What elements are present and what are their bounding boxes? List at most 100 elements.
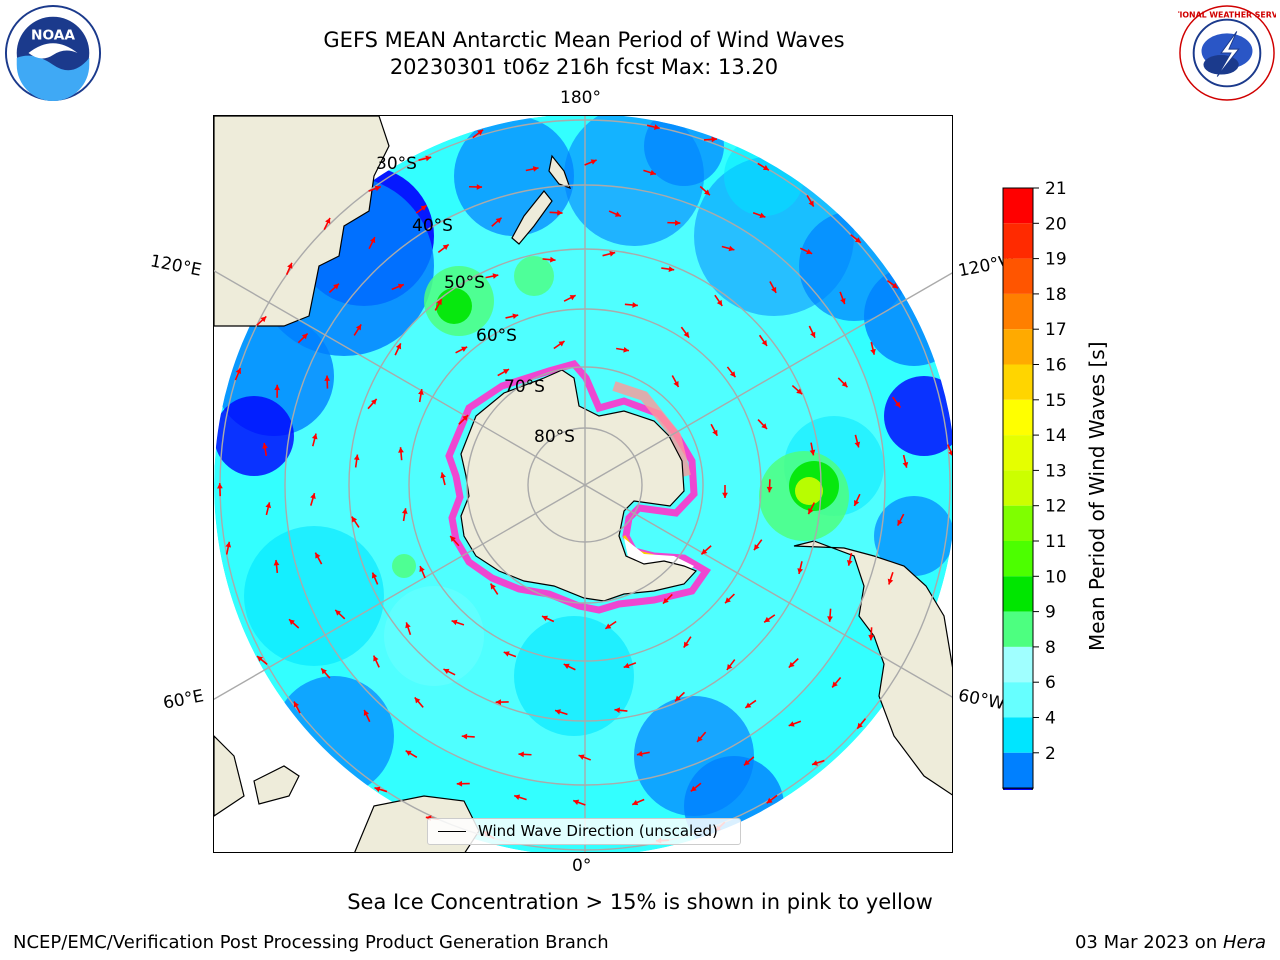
ocean-patch-16 bbox=[514, 616, 634, 736]
wave-arrow bbox=[726, 659, 736, 671]
colorbar-tick-label: 20 bbox=[1045, 214, 1067, 234]
wave-arrow bbox=[368, 185, 382, 192]
wave-arrow bbox=[353, 324, 362, 336]
ice-edge-thick bbox=[612, 381, 691, 478]
wave-arrow bbox=[563, 294, 577, 302]
wave-arrow bbox=[217, 483, 223, 497]
land-masses bbox=[214, 116, 952, 852]
wave-arrow bbox=[554, 709, 568, 716]
wave-arrow bbox=[549, 209, 563, 216]
wave-arrow bbox=[363, 709, 371, 723]
wave-arrow bbox=[868, 627, 875, 641]
wave-arrow bbox=[806, 194, 815, 207]
wave-arrow bbox=[721, 245, 735, 252]
wave-arrow bbox=[887, 571, 894, 585]
wave-arrow bbox=[265, 502, 272, 516]
wave-arrow bbox=[542, 256, 556, 263]
colorbar-segment-15 bbox=[1003, 717, 1033, 753]
wave-arrow bbox=[614, 707, 628, 714]
wave-arrow bbox=[310, 492, 316, 506]
colorbar-segment-0 bbox=[1003, 188, 1033, 224]
lat-label-40s: 40°S bbox=[412, 216, 453, 236]
map-canvas: 30°S 40°S 50°S 60°S 70°S 80°S bbox=[214, 116, 952, 852]
wave-arrow bbox=[674, 691, 686, 702]
wave-arrow bbox=[616, 346, 630, 353]
wave-arrow bbox=[714, 294, 723, 307]
footer-date-text: 03 Mar 2023 on bbox=[1074, 932, 1223, 953]
wave-arrow bbox=[353, 454, 360, 468]
wave-arrow bbox=[827, 608, 833, 622]
wave-arrow bbox=[680, 326, 690, 339]
wave-arrow bbox=[572, 799, 586, 806]
wave-arrow bbox=[415, 204, 428, 214]
wave-arrow bbox=[334, 609, 346, 620]
footer-date: 03 Mar 2023 on Hera bbox=[1075, 932, 1266, 953]
ocean-patch-5 bbox=[214, 396, 294, 476]
colorbar-segment-13 bbox=[1003, 646, 1033, 683]
wave-arrow bbox=[696, 731, 707, 743]
wave-arrow bbox=[769, 281, 777, 294]
wave-arrow bbox=[636, 750, 650, 757]
legend-label: Wind Wave Direction (unscaled) bbox=[478, 822, 718, 840]
wave-arrow bbox=[797, 561, 803, 575]
wave-arrow bbox=[456, 780, 470, 787]
legend-line-sample bbox=[438, 831, 466, 832]
wave-arrow bbox=[758, 334, 768, 347]
wave-arrow bbox=[461, 733, 475, 740]
wave-arrow bbox=[799, 247, 813, 255]
wave-arrow bbox=[578, 754, 592, 761]
wave-arrow bbox=[788, 658, 799, 669]
wave-arrow bbox=[839, 291, 846, 305]
wave-arrow bbox=[699, 185, 711, 196]
wave-arrow bbox=[763, 614, 776, 623]
wave-arrow bbox=[602, 251, 616, 257]
wave-arrow bbox=[297, 332, 309, 344]
wave-arrow bbox=[414, 696, 424, 708]
wave-arrow bbox=[455, 346, 468, 354]
lat-label-70s: 70°S bbox=[504, 377, 545, 397]
wave-arrow bbox=[458, 414, 469, 425]
new-zealand-south bbox=[511, 190, 553, 245]
colorbar-tick-label: 6 bbox=[1045, 673, 1056, 693]
colorbar-tick-label: 18 bbox=[1045, 285, 1067, 305]
wave-arrow bbox=[256, 315, 267, 326]
wave-arrow bbox=[808, 325, 816, 339]
colorbar-segment-10 bbox=[1003, 541, 1033, 577]
wave-arrow bbox=[690, 782, 702, 792]
lat-label-50s: 50°S bbox=[444, 273, 485, 293]
wave-arrow bbox=[451, 619, 465, 626]
ocean-patch-26 bbox=[392, 554, 416, 578]
wave-arrow bbox=[324, 375, 331, 389]
wave-arrow bbox=[469, 184, 483, 190]
wave-arrow bbox=[418, 389, 424, 403]
lat-label-30s: 30°S bbox=[376, 154, 417, 174]
colorbar-tick-label: 9 bbox=[1045, 603, 1056, 623]
meridian-4 bbox=[584, 272, 952, 486]
antarctica bbox=[460, 369, 698, 602]
wave-arrow bbox=[608, 210, 622, 218]
wave-arrow bbox=[391, 283, 405, 291]
wave-arrow bbox=[293, 701, 301, 714]
colorbar-frame bbox=[1002, 187, 1034, 789]
colorbar-segment-12 bbox=[1003, 611, 1033, 647]
wave-arrow bbox=[418, 155, 432, 162]
wave-arrow bbox=[374, 786, 388, 793]
colorbar-tick-label: 11 bbox=[1045, 532, 1067, 552]
colorbar-tick-label: 16 bbox=[1045, 356, 1067, 376]
lon-label-60e: 60°E bbox=[161, 686, 206, 714]
colorbar-tick-label: 19 bbox=[1045, 250, 1067, 270]
wave-arrow bbox=[437, 243, 450, 254]
wave-arrow bbox=[513, 794, 527, 801]
wave-arrow bbox=[225, 541, 232, 555]
wave-arrow bbox=[288, 618, 300, 629]
wave-arrow bbox=[285, 262, 293, 276]
footer-credit: NCEP/EMC/Verification Post Processing Pr… bbox=[13, 932, 609, 953]
wave-arrow bbox=[262, 442, 268, 456]
colorbar-segment-6 bbox=[1003, 399, 1033, 436]
colorbar-tick-label: 15 bbox=[1045, 391, 1067, 411]
nws-logo-text: NATIONAL WEATHER SERVICE bbox=[1178, 11, 1276, 20]
wave-arrow bbox=[947, 444, 952, 456]
colorbar-tick-label: 21 bbox=[1045, 180, 1067, 199]
colorbar-tick-label: 4 bbox=[1045, 709, 1056, 729]
lon-label-0: 0° bbox=[572, 856, 592, 876]
